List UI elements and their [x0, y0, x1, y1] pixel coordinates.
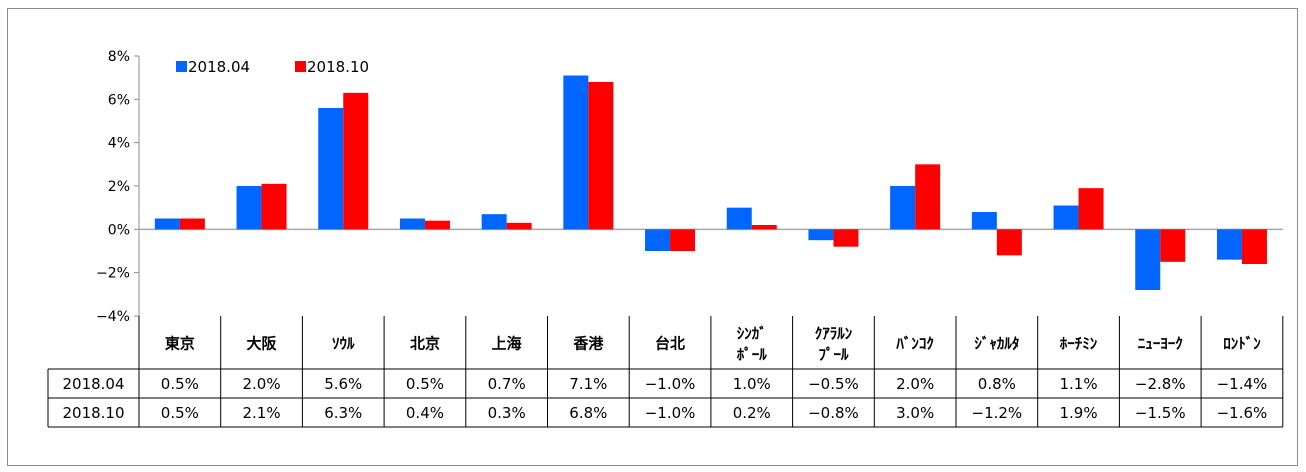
bar-apr-13	[1135, 229, 1161, 290]
table-cell-value: 1.0%	[733, 375, 771, 393]
table-cell-value: 0.5%	[406, 375, 444, 393]
table-cell-value: 1.1%	[1059, 375, 1097, 393]
category-label: 台北	[655, 335, 685, 353]
table-cell-value: 1.9%	[1059, 404, 1097, 422]
category-label: ﾎｰﾁﾐﾝ	[1060, 335, 1098, 353]
table-cell-value: 6.3%	[324, 404, 362, 422]
category-label: ﾛﾝﾄﾞﾝ	[1223, 335, 1261, 353]
table-cell-value: −1.5%	[1135, 404, 1186, 422]
bar-apr-4	[399, 218, 425, 230]
table-cell-value: 0.7%	[488, 375, 526, 393]
category-label: ｼﾝｶﾞ	[737, 325, 767, 343]
bar-apr-2	[236, 186, 262, 230]
bar-oct-13	[1160, 229, 1186, 262]
table-cell-value: 0.8%	[978, 375, 1016, 393]
bar-apr-9	[808, 229, 834, 241]
table-cell-value: 2.1%	[242, 404, 280, 422]
bar-apr-5	[481, 214, 507, 230]
legend-swatch-1	[176, 61, 187, 72]
table-cell-value: 0.2%	[733, 404, 771, 422]
bar-apr-12	[1053, 205, 1079, 230]
table-cell-value: 0.3%	[488, 404, 526, 422]
legend-label-1: 2018.04	[188, 58, 250, 76]
table-cell-value: −1.2%	[972, 404, 1023, 422]
category-label: ﾆｭｰﾖｰｸ	[1138, 335, 1183, 353]
bar-oct-9	[833, 229, 859, 247]
bar-oct-7	[670, 229, 696, 251]
category-label: ｸｱﾗﾙﾝ	[815, 325, 853, 343]
bar-apr-10	[890, 186, 916, 230]
y-tick-label: 0%	[108, 222, 130, 238]
bar-apr-14	[1216, 229, 1242, 260]
table-cell-value: 7.1%	[569, 375, 607, 393]
bar-oct-6	[588, 82, 614, 230]
category-label: ｿｳﾙ	[332, 335, 355, 353]
category-label: ﾊﾞﾝｺｸ	[895, 335, 934, 353]
bar-oct-2	[261, 183, 287, 230]
table-cell-value: 3.0%	[896, 404, 934, 422]
table-cell-value: −1.6%	[1217, 404, 1268, 422]
y-tick-label: 4%	[108, 136, 130, 152]
bar-oct-11	[996, 229, 1022, 256]
table-cell-value: −1.4%	[1217, 375, 1268, 393]
legend-swatch-2	[295, 61, 306, 72]
table-cell-value: −2.8%	[1135, 375, 1186, 393]
bar-apr-7	[645, 229, 671, 251]
table-cell-value: 2.0%	[896, 375, 934, 393]
table-cell-value: 0.5%	[161, 375, 199, 393]
table-row-header: 2018.04	[62, 375, 124, 393]
table-cell-value: −1.0%	[645, 404, 696, 422]
chart-frame: −4% −2% 0% 2% 4% 6% 8% 2018.04 2018.10 東京 大阪 ｿｳﾙ 北京 上…	[7, 8, 1298, 466]
category-label: 上海	[492, 335, 522, 353]
bar-apr-8	[726, 207, 752, 230]
y-tick-label: −4%	[96, 309, 130, 325]
category-label: 北京	[410, 335, 440, 353]
bar-chart: −4% −2% 0% 2% 4% 6% 8% 2018.04 2018.10 東京 大阪 ｿｳﾙ 北京 上…	[47, 49, 1284, 428]
table-cell-value: −0.5%	[808, 375, 859, 393]
bar-apr-6	[563, 75, 589, 230]
bar-oct-10	[915, 164, 941, 230]
category-label: 大阪	[247, 335, 278, 353]
y-tick-label: 6%	[108, 92, 130, 108]
bar-oct-5	[506, 222, 532, 230]
table-cell-value: 0.4%	[406, 404, 444, 422]
table-cell-value: 5.6%	[324, 375, 362, 393]
table-cell-value: −0.8%	[808, 404, 859, 422]
table-row-header: 2018.10	[62, 404, 124, 422]
y-tick-label: −2%	[96, 266, 130, 282]
category-label: ｼﾞｬｶﾙﾀ	[974, 335, 1019, 353]
table-cell-value: 6.8%	[569, 404, 607, 422]
bar-oct-3	[343, 92, 369, 230]
bar-apr-11	[971, 212, 997, 230]
bar-oct-8	[751, 225, 777, 230]
bar-apr-1	[154, 218, 180, 230]
bar-oct-4	[424, 220, 450, 230]
category-label: 東京	[165, 335, 195, 353]
category-label: ﾎﾟｰﾙ	[737, 346, 768, 364]
legend-label-2: 2018.10	[307, 58, 369, 76]
y-tick-label: 2%	[108, 179, 130, 195]
y-tick-label: 8%	[108, 49, 130, 65]
bar-oct-12	[1078, 188, 1104, 230]
table-cell-value: 2.0%	[242, 375, 280, 393]
bar-apr-3	[318, 108, 344, 230]
table-cell-value: 0.5%	[161, 404, 199, 422]
category-label: ﾌﾟｰﾙ	[818, 346, 849, 364]
bar-oct-1	[179, 218, 205, 230]
bar-oct-14	[1241, 229, 1267, 264]
category-label: 香港	[573, 335, 604, 353]
table-cell-value: −1.0%	[645, 375, 696, 393]
